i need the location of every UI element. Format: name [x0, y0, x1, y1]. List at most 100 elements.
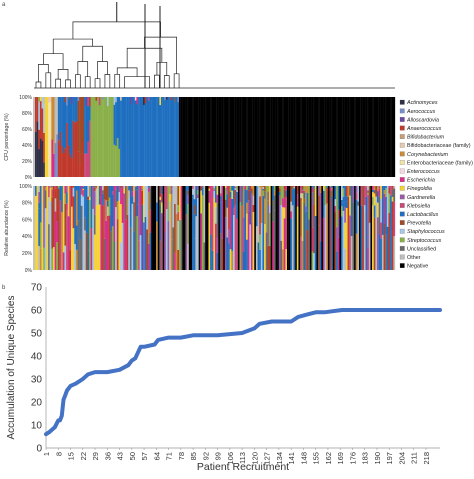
cfu-bar-segment — [79, 165, 81, 177]
legend-swatch — [400, 246, 405, 251]
abundance-bar-segment — [385, 186, 387, 188]
abundance-bar-segment — [138, 240, 140, 270]
abundance-bar-segment — [367, 193, 369, 195]
abundance-bar-segment — [195, 186, 197, 216]
abundance-bar-segment — [243, 218, 245, 252]
legend-label: Negative — [407, 264, 428, 270]
cfu-bar-segment — [336, 97, 338, 177]
cfu-bar-segment — [357, 97, 359, 177]
abundance-bar-segment — [248, 200, 250, 211]
cfu-bar-segment — [380, 97, 382, 177]
cfu-bar-segment — [43, 133, 45, 163]
abundance-panel-y-tick-label: 80% — [22, 201, 33, 207]
abundance-bar-segment — [292, 186, 294, 187]
abundance-bar-segment — [136, 216, 138, 270]
abundance-bar-segment — [127, 215, 129, 270]
abundance-bar-segment — [264, 186, 266, 192]
cfu-bar-segment — [277, 97, 279, 177]
abundance-bar-segment — [220, 193, 222, 196]
abundance-bar-segment — [262, 186, 264, 187]
abundance-bar-segment — [194, 199, 196, 205]
abundance-bar-segment — [367, 186, 369, 190]
cfu-bar-segment — [223, 97, 225, 177]
abundance-bar-segment — [79, 240, 81, 270]
abundance-bar-segment — [96, 187, 98, 188]
abundance-bar-segment — [46, 186, 48, 270]
cfu-bar-segment — [100, 97, 102, 177]
abundance-bar-segment — [159, 205, 161, 240]
cfu-bar-segment — [82, 142, 84, 177]
abundance-bar-segment — [274, 205, 276, 211]
abundance-bar-segment — [338, 238, 340, 270]
abundance-bar-segment — [328, 186, 330, 270]
abundance-bar-segment — [235, 205, 237, 270]
abundance-bar-segment — [240, 186, 242, 202]
cfu-bar-segment — [46, 97, 48, 177]
dendrogram-branch — [157, 62, 167, 75]
abundance-bar-segment — [366, 188, 368, 197]
abundance-bar-segment — [200, 190, 202, 191]
abundance-bar-segment — [132, 204, 134, 270]
abundance-bar-segment — [366, 197, 368, 270]
abundance-bar-segment — [87, 197, 89, 200]
abundance-bar-segment — [166, 186, 168, 209]
abundance-bar-segment — [297, 194, 299, 207]
abundance-bar-segment — [148, 244, 150, 270]
abundance-bar-segment — [318, 225, 320, 270]
cfu-bar-segment — [58, 97, 60, 140]
dendrogram-branch — [85, 77, 90, 88]
abundance-bar-segment — [253, 212, 255, 270]
cfu-panel-y-axis-label: CFU percentage (%) — [4, 113, 10, 161]
cfu-bar-segment — [195, 97, 197, 177]
abundance-bar-segment — [94, 215, 96, 235]
cfu-bar-segment — [172, 97, 174, 177]
abundance-bar-segment — [385, 235, 387, 270]
cfu-bar-segment — [150, 97, 152, 177]
abundance-bar-segment — [300, 237, 302, 270]
cfu-bar-segment — [179, 97, 181, 177]
legend-swatch — [400, 100, 405, 105]
abundance-bar-segment — [220, 203, 222, 233]
abundance-bar-segment — [236, 190, 238, 192]
cfu-bar-segment — [64, 148, 66, 177]
cfu-bar-segment — [112, 97, 114, 177]
abundance-bar-segment — [370, 186, 372, 270]
cfu-bar-segment — [390, 97, 392, 177]
abundance-bar-segment — [71, 186, 73, 207]
abundance-bar-segment — [323, 186, 325, 189]
cfu-bar-segment — [349, 97, 351, 177]
cfu-bar-segment — [318, 97, 320, 177]
abundance-bar-segment — [174, 253, 176, 270]
cfu-bar-segment — [127, 97, 129, 177]
cfu-bar-segment — [135, 97, 137, 177]
abundance-bar-segment — [159, 197, 161, 200]
cfu-bar-segment — [325, 97, 327, 177]
abundance-bar-segment — [351, 216, 353, 236]
abundance-bar-segment — [171, 189, 173, 194]
cfu-bar-segment — [290, 97, 292, 177]
abundance-bar-segment — [208, 203, 210, 270]
cfu-bar-segment — [289, 97, 291, 177]
line-chart-x-tick-label: 78 — [177, 452, 186, 460]
abundance-bar-segment — [69, 186, 71, 250]
abundance-bar-segment — [343, 202, 345, 211]
abundance-bar-segment — [282, 249, 284, 270]
cfu-bar-segment — [384, 97, 386, 177]
abundance-bar-segment — [312, 251, 314, 270]
legend-swatch — [400, 126, 405, 131]
abundance-bar-segment — [356, 192, 358, 199]
abundance-bar-segment — [279, 186, 281, 188]
line-chart-y-tick-label: 60 — [31, 306, 43, 317]
cfu-bar-segment — [323, 97, 325, 177]
abundance-bar-segment — [68, 216, 70, 270]
abundance-bar-segment — [58, 213, 60, 270]
abundance-bar-segment — [58, 205, 60, 213]
legend-label: Streptococcus — [407, 238, 441, 244]
abundance-bar-segment — [81, 206, 83, 270]
abundance-bar-segment — [251, 222, 253, 270]
abundance-bar-segment — [307, 193, 309, 210]
abundance-bar-segment — [197, 186, 199, 190]
abundance-bar-segment — [38, 209, 40, 246]
abundance-bar-segment — [305, 212, 307, 270]
abundance-bar-segment — [313, 253, 315, 270]
